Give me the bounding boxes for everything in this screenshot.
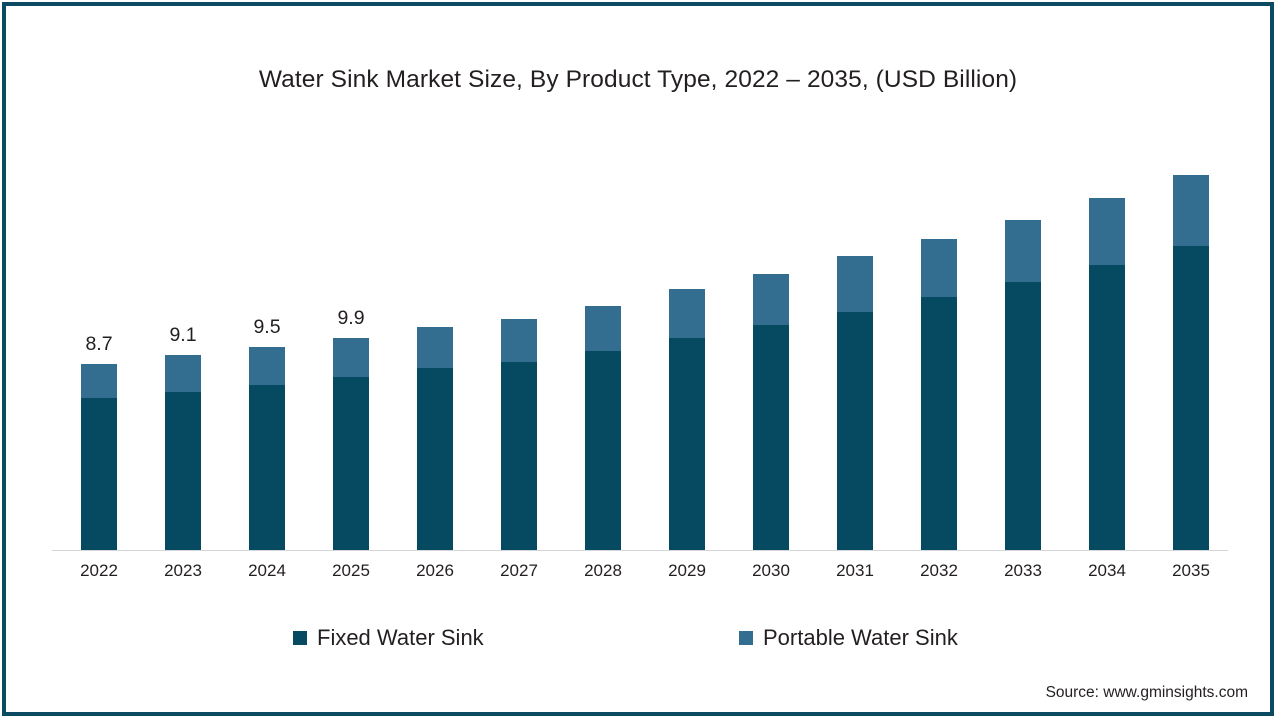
bar-stack[interactable]	[501, 318, 537, 551]
x-tick-label-2023: 2023	[164, 561, 202, 580]
x-tick-label-2024: 2024	[248, 561, 286, 580]
x-tick-label-2027: 2027	[500, 561, 538, 580]
bar-stack[interactable]	[81, 363, 117, 551]
bar-group[interactable]	[753, 124, 789, 551]
bar-value-label: 9.9	[337, 307, 365, 330]
bar-stack[interactable]	[921, 239, 957, 551]
plot-area: 8.7 9.1 9.5 9.9	[52, 124, 1228, 551]
legend-swatch-icon-portable-water-sink	[739, 631, 753, 645]
bar-group[interactable]	[501, 124, 537, 551]
bar-segment-portable-water-sink[interactable]	[81, 363, 117, 399]
bar-group[interactable]: 9.1	[165, 124, 201, 551]
bar-segment-portable-water-sink[interactable]	[501, 318, 537, 362]
bar-stack[interactable]	[753, 273, 789, 551]
x-tick-label-2034: 2034	[1088, 561, 1126, 580]
x-tick-label-2033: 2033	[1004, 561, 1042, 580]
bar-group[interactable]	[921, 124, 957, 551]
chart-legend: Fixed Water Sink Portable Water Sink	[6, 620, 1270, 656]
bar-segment-portable-water-sink[interactable]	[837, 256, 873, 313]
chart-title: Water Sink Market Size, By Product Type,…	[258, 66, 1018, 93]
legend-item-portable-water-sink[interactable]: Portable Water Sink	[739, 620, 958, 656]
bar-stack[interactable]	[585, 305, 621, 551]
bar-segment-portable-water-sink[interactable]	[1173, 174, 1209, 246]
bar-group[interactable]	[837, 124, 873, 551]
bar-segment-fixed-water-sink[interactable]	[165, 391, 201, 551]
bar-segment-fixed-water-sink[interactable]	[585, 351, 621, 551]
legend-item-fixed-water-sink[interactable]: Fixed Water Sink	[293, 620, 484, 656]
bar-segment-fixed-water-sink[interactable]	[753, 325, 789, 551]
bar-value-label: 9.5	[253, 315, 281, 338]
bar-segment-fixed-water-sink[interactable]	[249, 385, 285, 551]
x-tick-label-2025: 2025	[332, 561, 370, 580]
bar-segment-fixed-water-sink[interactable]	[837, 312, 873, 551]
bar-group[interactable]	[417, 124, 453, 551]
bar-segment-fixed-water-sink[interactable]	[921, 297, 957, 551]
bar-segment-portable-water-sink[interactable]	[585, 305, 621, 352]
bar-segment-fixed-water-sink[interactable]	[1089, 265, 1125, 551]
bar-segment-portable-water-sink[interactable]	[249, 346, 285, 386]
bar-segment-portable-water-sink[interactable]	[417, 327, 453, 369]
bar-stack[interactable]	[669, 288, 705, 551]
bar-stack[interactable]	[1089, 198, 1125, 551]
bar-group[interactable]	[1173, 124, 1209, 551]
bar-group[interactable]	[669, 124, 705, 551]
bar-segment-fixed-water-sink[interactable]	[333, 376, 369, 551]
x-tick-label-2031: 2031	[836, 561, 874, 580]
x-axis-labels: 2022 2023 2024 2025 2026 2027 2028 2029 2030 2031…	[52, 561, 1228, 589]
chart-canvas: Water Sink Market Size, By Product Type,…	[6, 6, 1270, 712]
x-tick-label-2026: 2026	[416, 561, 454, 580]
bar-stack[interactable]	[1173, 174, 1209, 551]
bar-segment-portable-water-sink[interactable]	[165, 355, 201, 392]
x-tick-label-2029: 2029	[668, 561, 706, 580]
bar-stack[interactable]	[837, 256, 873, 551]
x-tick-label-2032: 2032	[920, 561, 958, 580]
legend-label-portable-water-sink: Portable Water Sink	[763, 625, 958, 650]
bar-segment-portable-water-sink[interactable]	[669, 288, 705, 339]
x-axis-line	[52, 550, 1228, 551]
legend-swatch-icon-fixed-water-sink	[293, 631, 307, 645]
bar-group[interactable]: 8.7	[81, 124, 117, 551]
bar-group[interactable]	[585, 124, 621, 551]
bar-segment-fixed-water-sink[interactable]	[417, 368, 453, 551]
bar-group[interactable]: 9.5	[249, 124, 285, 551]
x-tick-label-2030: 2030	[752, 561, 790, 580]
bar-stack[interactable]	[249, 346, 285, 551]
bar-segment-fixed-water-sink[interactable]	[1005, 282, 1041, 551]
bar-segment-fixed-water-sink[interactable]	[669, 338, 705, 551]
bar-value-label: 8.7	[85, 332, 113, 355]
bar-group[interactable]	[1089, 124, 1125, 551]
bar-stack[interactable]	[417, 327, 453, 551]
bar-segment-portable-water-sink[interactable]	[921, 239, 957, 298]
bar-segment-fixed-water-sink[interactable]	[501, 361, 537, 551]
bar-segment-fixed-water-sink[interactable]	[81, 398, 117, 551]
bar-value-label: 9.1	[169, 324, 197, 347]
source-attribution: Source: www.gminsights.com	[1045, 684, 1248, 701]
bar-stack[interactable]	[1005, 219, 1041, 551]
bar-stack[interactable]	[165, 355, 201, 551]
bar-segment-portable-water-sink[interactable]	[753, 273, 789, 326]
bar-segment-portable-water-sink[interactable]	[333, 338, 369, 377]
bar-segment-fixed-water-sink[interactable]	[1173, 245, 1209, 551]
x-tick-label-2022: 2022	[80, 561, 118, 580]
x-tick-label-2035: 2035	[1172, 561, 1210, 580]
legend-label-fixed-water-sink: Fixed Water Sink	[317, 625, 484, 650]
bar-segment-portable-water-sink[interactable]	[1005, 219, 1041, 283]
bar-group[interactable]	[1005, 124, 1041, 551]
bar-stack[interactable]	[333, 338, 369, 551]
bar-segment-portable-water-sink[interactable]	[1089, 198, 1125, 266]
bar-group[interactable]: 9.9	[333, 124, 369, 551]
x-tick-label-2028: 2028	[584, 561, 622, 580]
